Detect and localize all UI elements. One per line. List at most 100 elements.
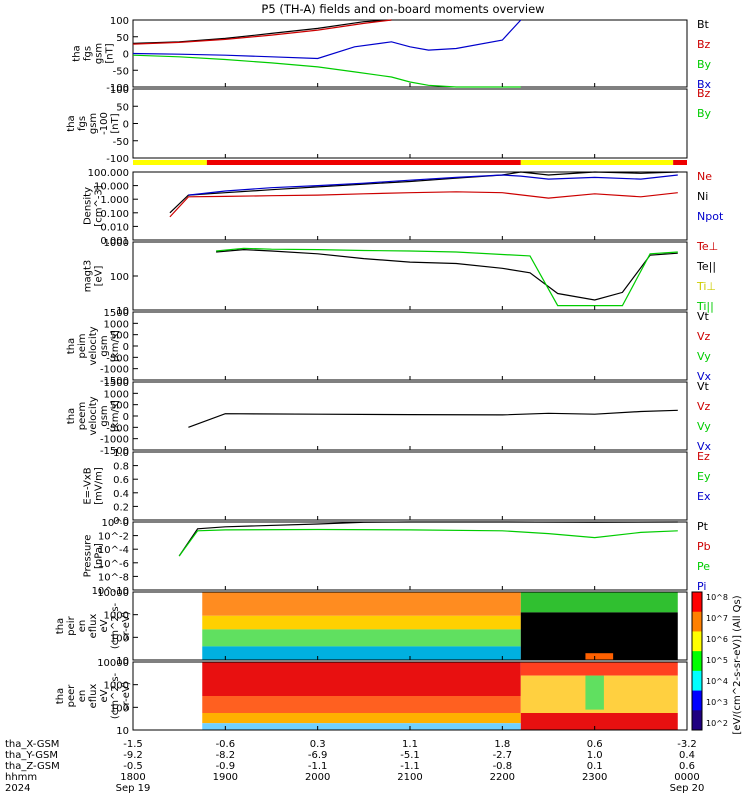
y-tick-label: 10^-2 xyxy=(98,532,129,543)
y-tick-label: 1000 xyxy=(104,389,129,400)
y-axis-label-line: fgs xyxy=(77,116,88,131)
y-tick-label: 10^-8 xyxy=(98,572,129,583)
colorbar-segment xyxy=(692,592,702,613)
legend-fgs-gsm-clip: By xyxy=(697,107,712,120)
legend-pressure: Pb xyxy=(697,540,711,553)
y-axis-label-peim-velocity: tha peim velocity gsm [km/s] xyxy=(66,326,121,365)
colorbar-tick-label: 10^7 xyxy=(706,614,728,623)
y-tick-label: 10000 xyxy=(97,588,129,599)
series-line-By xyxy=(132,54,521,88)
spectrogram-cell xyxy=(202,723,521,730)
y-tick-label: 500 xyxy=(110,331,129,342)
x-axis-value: 0.4 xyxy=(679,750,695,761)
panel-frame-pressure xyxy=(132,521,688,591)
y-axis-label-line: magt3 xyxy=(83,260,94,293)
x-axis-value: 2300 xyxy=(582,772,607,783)
y-tick-label: 10^0 xyxy=(102,518,129,529)
colorbar-tick-label: 10^4 xyxy=(706,677,728,686)
legend-pressure: Pe xyxy=(697,560,710,573)
colorbar-segment xyxy=(692,611,702,632)
x-axis-value: 1800 xyxy=(120,772,145,783)
y-tick-label: -1500 xyxy=(100,446,129,457)
x-axis-row-label: tha_X-GSM xyxy=(5,739,59,750)
x-axis-value: 0.6 xyxy=(587,739,603,750)
spectrogram-cell xyxy=(202,592,521,616)
y-tick-label: 10.000 xyxy=(94,182,129,193)
y-axis-label-pressure: Pressure [nPa] xyxy=(83,535,105,578)
x-axis-value: -6.9 xyxy=(308,750,328,761)
y-axis-label-line: -100 xyxy=(99,112,110,135)
spectrogram-cell xyxy=(202,662,521,696)
y-tick-label: 1000 xyxy=(104,681,129,692)
x-axis-row-label: 2024 xyxy=(5,783,30,794)
y-axis-label-line: E=-VxB xyxy=(83,467,94,504)
y-axis-label-line: [nT] xyxy=(110,113,121,133)
y-tick-label: 10 xyxy=(116,306,129,317)
spectrogram-cell xyxy=(585,653,614,660)
series-line-Npot xyxy=(188,174,678,196)
legend-density: Ni xyxy=(697,190,708,203)
y-axis-label-line: tha xyxy=(66,115,77,131)
colorbar-tick-label: 10^5 xyxy=(706,656,728,665)
legend-fgs-gsm: Bt xyxy=(697,18,710,31)
y-tick-label: 100 xyxy=(110,85,129,96)
y-tick-label: 0.2 xyxy=(113,502,129,513)
y-tick-label: 1500 xyxy=(104,378,129,389)
figure-title: P5 (TH-A) fields and on-board moments ov… xyxy=(261,2,544,16)
status-bar-segment-red xyxy=(206,160,521,165)
y-axis-label-line: gsm xyxy=(99,335,110,356)
colorbar-segment xyxy=(692,690,702,711)
y-tick-label: 0 xyxy=(123,50,129,61)
series-line-Te|| xyxy=(216,248,678,301)
panel-frame-density xyxy=(132,171,688,241)
y-tick-label: 100 xyxy=(110,703,129,714)
y-axis-label-line: [eV] xyxy=(94,266,105,287)
x-axis-value: 0.3 xyxy=(310,739,326,750)
panel-frame-peem-velocity xyxy=(132,381,688,451)
y-tick-label: 10^-10 xyxy=(92,586,129,597)
x-axis-value: 1.0 xyxy=(587,750,603,761)
y-tick-label: 0.001 xyxy=(100,236,129,247)
y-axis-label-line: sr-eV) xyxy=(121,681,132,710)
y-axis-label-line: eV xyxy=(99,689,110,702)
x-axis-value: 2000 xyxy=(305,772,330,783)
y-tick-label: -50 xyxy=(113,66,129,77)
spectrogram-cell xyxy=(520,612,678,660)
legend-efield: Ey xyxy=(697,470,711,483)
legend-density: Ne xyxy=(697,170,712,183)
y-axis-label-peem-velocity: tha peem velocity gsm [km/s] xyxy=(66,396,121,435)
legend-peim-velocity: Vy xyxy=(697,350,711,363)
y-axis-label-density: Density [cm^-3] xyxy=(83,185,105,226)
x-axis-value: -9.2 xyxy=(123,750,143,761)
y-tick-label: -1000 xyxy=(100,365,129,376)
x-axis-value: 0000 xyxy=(674,772,699,783)
legend-peim-velocity: Vx xyxy=(697,370,712,383)
x-axis-value: -0.8 xyxy=(493,761,513,772)
y-axis-label-line: gsm xyxy=(94,43,105,64)
spectrogram-cell xyxy=(202,615,521,630)
legend-efield: Ex xyxy=(697,490,711,503)
y-tick-label: 1000 xyxy=(104,238,129,249)
y-tick-label: 10^-6 xyxy=(98,559,129,570)
y-tick-label: 0 xyxy=(123,120,129,131)
y-tick-label: 100 xyxy=(110,633,129,644)
y-axis-label-line: tha xyxy=(66,338,77,354)
y-axis-label-fgs-gsm: tha fgs gsm [nT] xyxy=(72,43,116,64)
x-axis-value: -0.6 xyxy=(216,739,236,750)
panel-frame-temperature xyxy=(132,241,688,311)
x-axis-value: 2200 xyxy=(490,772,515,783)
y-axis-label-line: velocity xyxy=(88,326,99,365)
y-tick-label: 100 xyxy=(110,272,129,283)
x-axis-value: Sep 20 xyxy=(670,783,705,794)
y-tick-label: -500 xyxy=(106,353,129,364)
spectrogram-cell xyxy=(520,662,678,676)
series-line-Bt xyxy=(132,19,392,44)
x-axis-value: 0.6 xyxy=(679,761,695,772)
y-tick-label: 0.4 xyxy=(113,489,129,500)
y-tick-label: -1000 xyxy=(100,435,129,446)
status-bar-segment-red xyxy=(673,160,687,165)
series-line-Bx xyxy=(132,19,522,60)
colorbar-frame xyxy=(691,591,703,731)
y-axis-label-line: en xyxy=(77,620,88,633)
